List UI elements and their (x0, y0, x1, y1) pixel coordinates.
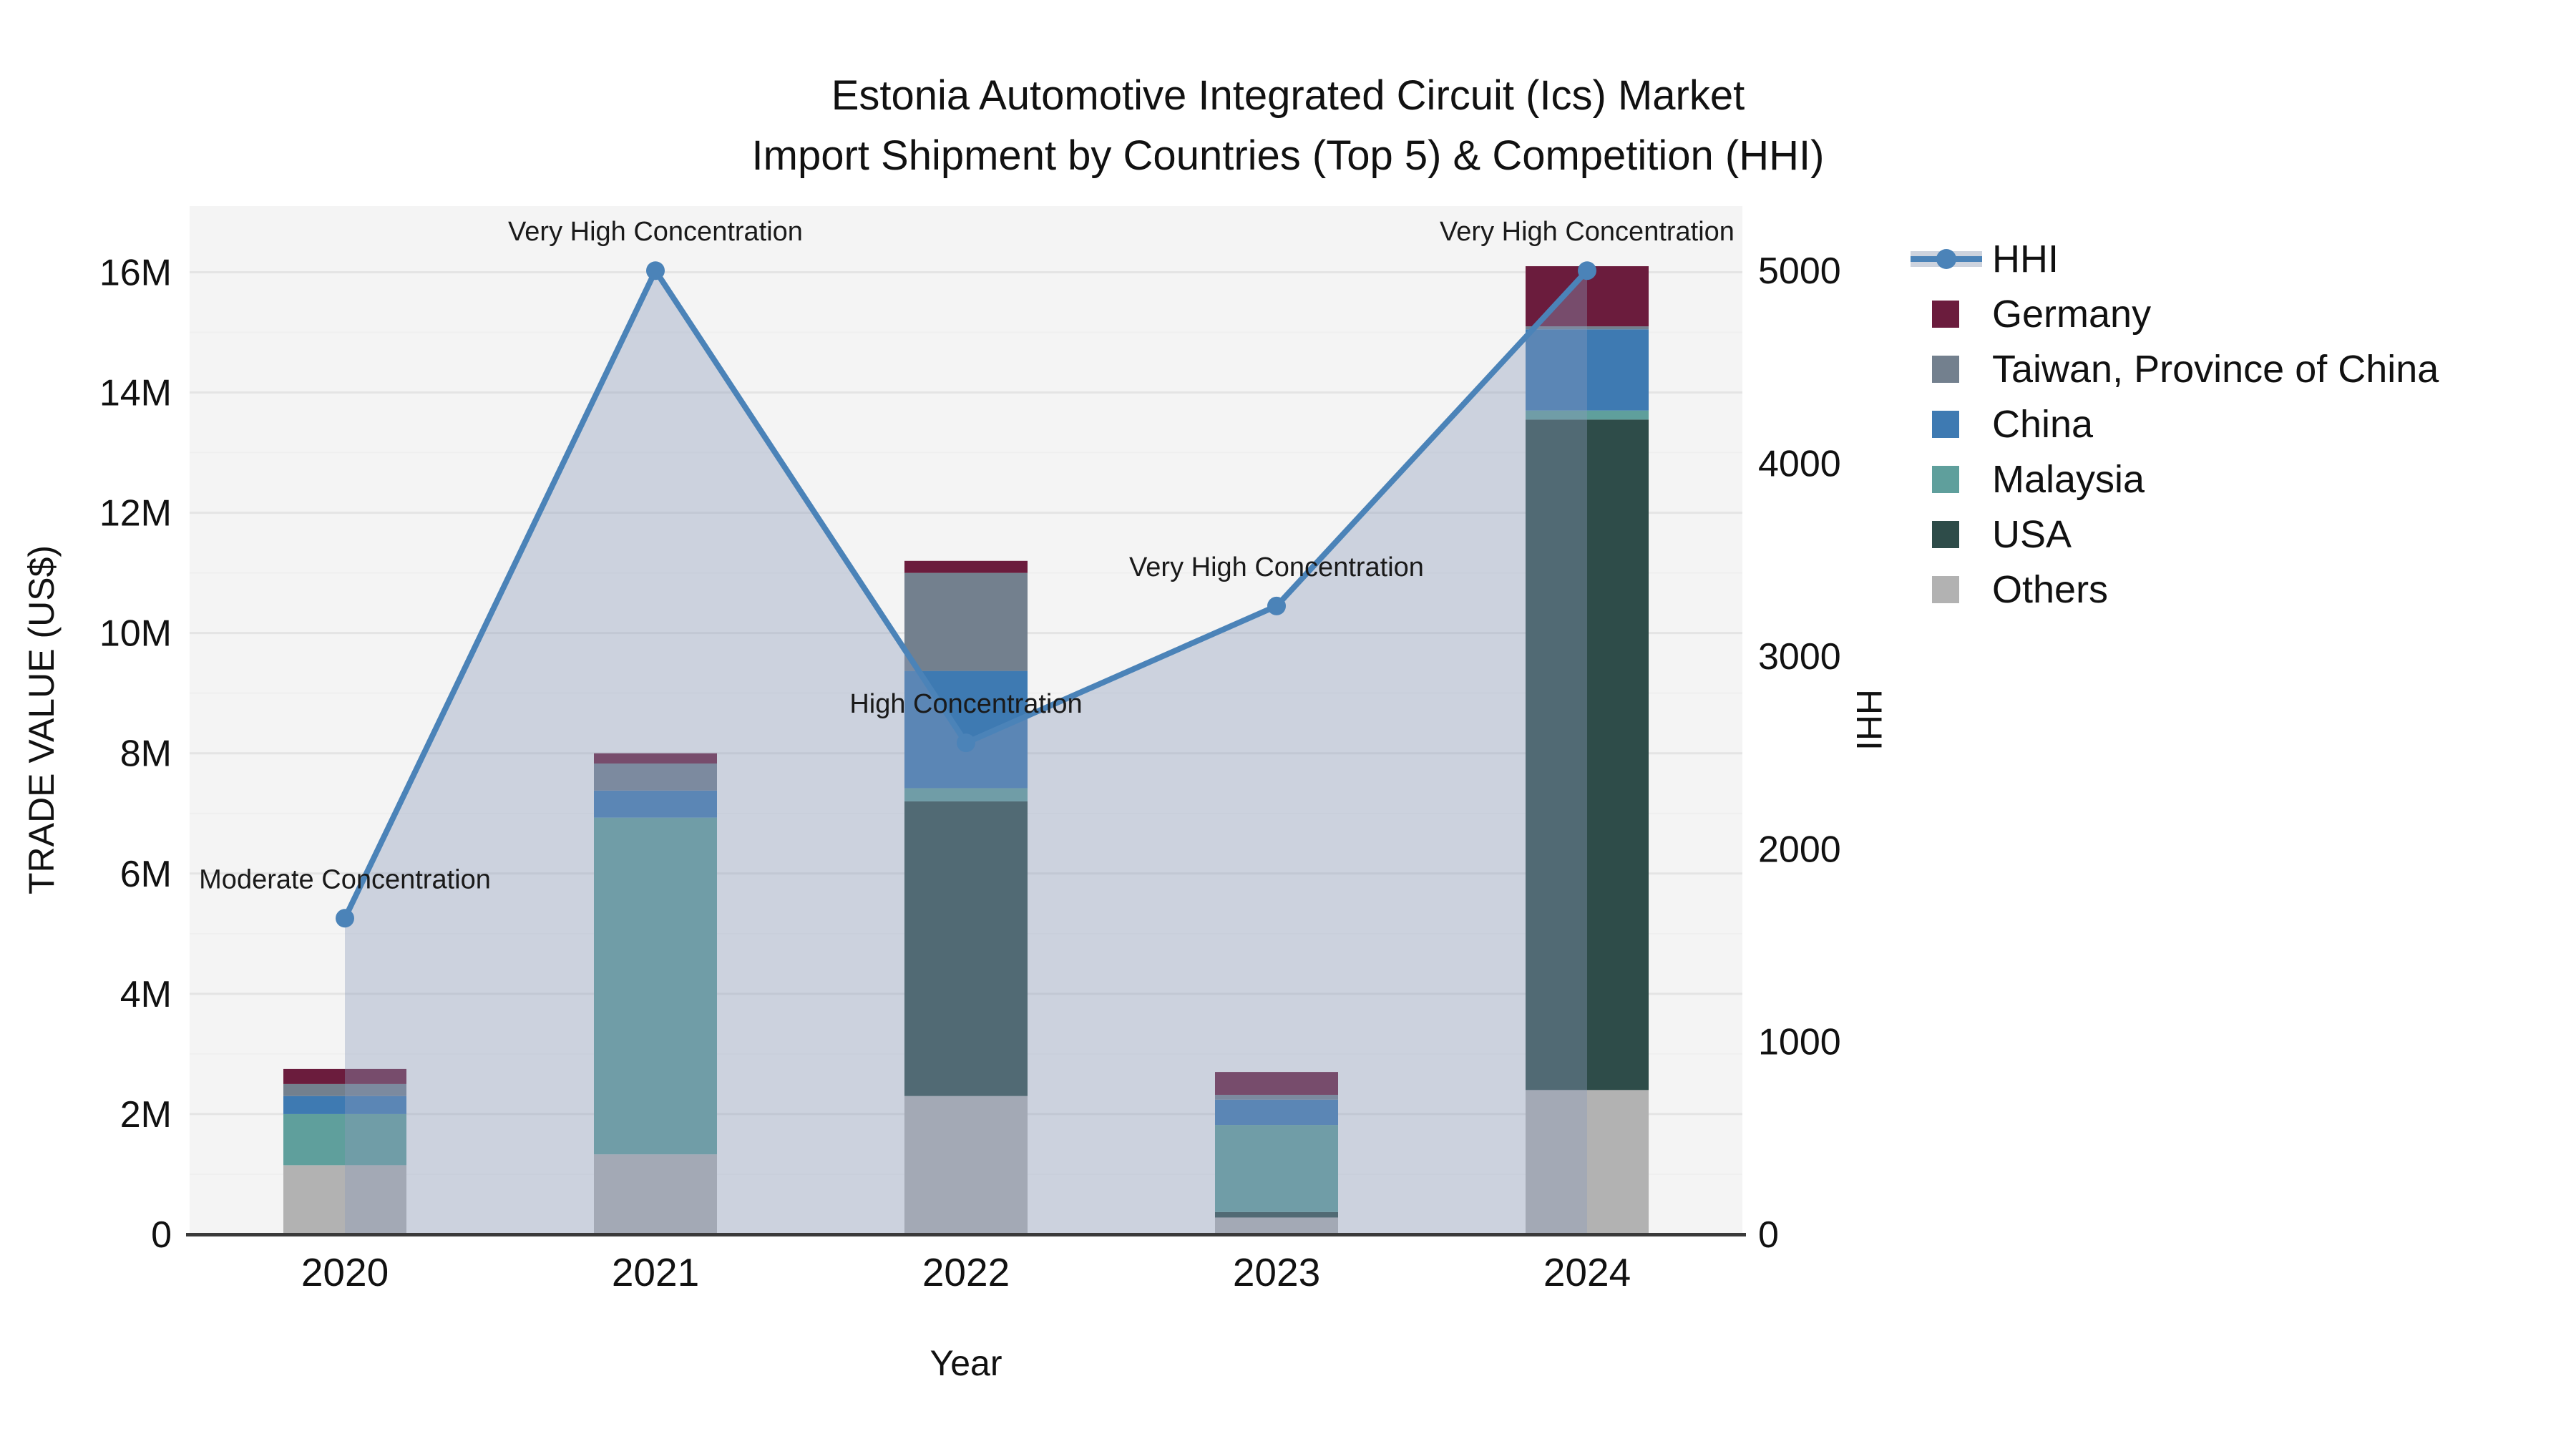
y-tick-left-6M: 6M (120, 854, 172, 895)
legend-label: Taiwan, Province of China (1992, 348, 2439, 391)
x-axis-title: Year (930, 1343, 1002, 1383)
bar-segment-2022-china (904, 670, 1028, 789)
bar-segment-2023-taiwan-province-of-china (1215, 1095, 1338, 1100)
y-tick-right-0: 0 (1758, 1214, 1779, 1256)
hhi-marker-2021 (646, 261, 665, 280)
chart-title-line2: Import Shipment by Countries (Top 5) & C… (751, 132, 1825, 179)
legend-swatch-taiwan-province-of-china (1932, 356, 1959, 383)
hhi-annotation-2022: High Concentration (849, 689, 1082, 719)
legend-swatch-icon (1911, 403, 1982, 446)
bar-segment-2024-others (1526, 1090, 1649, 1234)
hhi-marker-2023 (1267, 596, 1286, 615)
chart-title-line1: Estonia Automotive Integrated Circuit (I… (831, 72, 1745, 119)
legend-row-germany: Germany (1911, 293, 2151, 336)
bar-segment-2020-germany (283, 1068, 406, 1084)
hhi-marker-2022 (957, 733, 975, 753)
y-tick-left-12M: 12M (99, 493, 172, 535)
bar-segment-2022-others (904, 1096, 1028, 1234)
legend-label: Malaysia (1992, 458, 2145, 501)
legend-label: USA (1992, 513, 2072, 556)
legend-swatch-icon (1911, 293, 1982, 336)
legend-row-hhi: HHI (1911, 238, 2059, 280)
legend-swatch-icon (1911, 568, 1982, 611)
legend-row-usa: USA (1911, 513, 2072, 556)
hhi-area-fill (345, 270, 1587, 1234)
bar-segment-2022-malaysia (904, 788, 1028, 801)
bar-segment-2024-usa (1526, 419, 1649, 1091)
y-axis-title-left: TRADE VALUE (US$) (21, 545, 62, 895)
legend-swatch-malaysia (1932, 466, 1959, 493)
legend-swatch-germany (1932, 301, 1959, 328)
legend-swatch-icon (1911, 348, 1982, 391)
hhi-marker-2024 (1578, 261, 1596, 280)
legend-label: Germany (1992, 293, 2152, 336)
y-tick-left-14M: 14M (99, 373, 172, 414)
legend-row-taiwan-province-of-china: Taiwan, Province of China (1911, 348, 2439, 391)
bar-segment-2024-taiwan-province-of-china (1526, 326, 1649, 330)
hhi-marker-2020 (336, 909, 354, 928)
bar-segment-2020-malaysia (283, 1113, 406, 1166)
bar-segment-2020-others (283, 1165, 406, 1234)
legend-label: Others (1992, 568, 2109, 611)
x-tick-2023: 2023 (1233, 1250, 1320, 1294)
x-tick-2021: 2021 (612, 1250, 699, 1294)
legend-label: HHI (1992, 238, 2059, 280)
bar-segment-2020-taiwan-province-of-china (283, 1083, 406, 1096)
y-tick-left-8M: 8M (120, 733, 172, 775)
y-tick-left-2M: 2M (120, 1094, 172, 1136)
y-tick-right-5000: 5000 (1758, 250, 1841, 292)
bar-segment-2021-malaysia (594, 817, 717, 1155)
x-axis-line (186, 1233, 1746, 1236)
legend-swatch-china (1932, 411, 1959, 438)
bar-segment-2021-taiwan-province-of-china (594, 763, 717, 791)
legend-swatch-icon (1911, 458, 1982, 501)
y-tick-left-10M: 10M (99, 613, 172, 655)
legend-label: China (1992, 403, 2094, 446)
hhi-annotation-2024: Very High Concentration (1440, 217, 1735, 247)
legend-swatch-others (1932, 576, 1959, 603)
x-tick-2022: 2022 (922, 1250, 1010, 1294)
hhi-annotation-2021: Very High Concentration (508, 217, 803, 247)
hhi-annotation-2020: Moderate Concentration (199, 864, 491, 894)
x-tick-2020: 2020 (301, 1250, 389, 1294)
bar-segment-2021-germany (594, 753, 717, 764)
y-tick-right-3000: 3000 (1758, 636, 1841, 678)
legend-hhi-dot (1936, 249, 1956, 269)
bar-segment-2023-china (1215, 1099, 1338, 1126)
y-tick-left-16M: 16M (99, 252, 172, 293)
bar-segment-2023-malaysia (1215, 1125, 1338, 1212)
legend-hhi-line-icon (1911, 238, 1982, 280)
y-tick-left-4M: 4M (120, 974, 172, 1015)
bar-segment-2022-taiwan-province-of-china (904, 572, 1028, 671)
hhi-annotation-2023: Very High Concentration (1129, 552, 1424, 582)
bar-segment-2021-others (594, 1154, 717, 1234)
y-tick-right-4000: 4000 (1758, 444, 1841, 485)
bar-segment-2024-china (1526, 329, 1649, 411)
y-tick-right-1000: 1000 (1758, 1022, 1841, 1063)
bar-segment-2020-china (283, 1096, 406, 1114)
bar-segment-2021-china (594, 790, 717, 818)
bar-segment-2022-germany (904, 560, 1028, 573)
legend-row-others: Others (1911, 568, 2108, 611)
bar-segment-2023-others (1215, 1217, 1338, 1234)
y-tick-left-0: 0 (151, 1214, 172, 1256)
y-axis-title-right: HHI (1849, 688, 1889, 751)
bar-segment-2022-usa (904, 801, 1028, 1096)
legend-swatch-usa (1932, 521, 1959, 548)
bar-segment-2023-usa (1215, 1211, 1338, 1218)
legend-row-malaysia: Malaysia (1911, 458, 2145, 501)
bar-segment-2024-malaysia (1526, 410, 1649, 420)
y-tick-right-2000: 2000 (1758, 829, 1841, 870)
bar-segment-2023-germany (1215, 1072, 1338, 1096)
legend-row-china: China (1911, 403, 2093, 446)
legend-swatch-icon (1911, 513, 1982, 556)
x-tick-2024: 2024 (1543, 1250, 1631, 1294)
